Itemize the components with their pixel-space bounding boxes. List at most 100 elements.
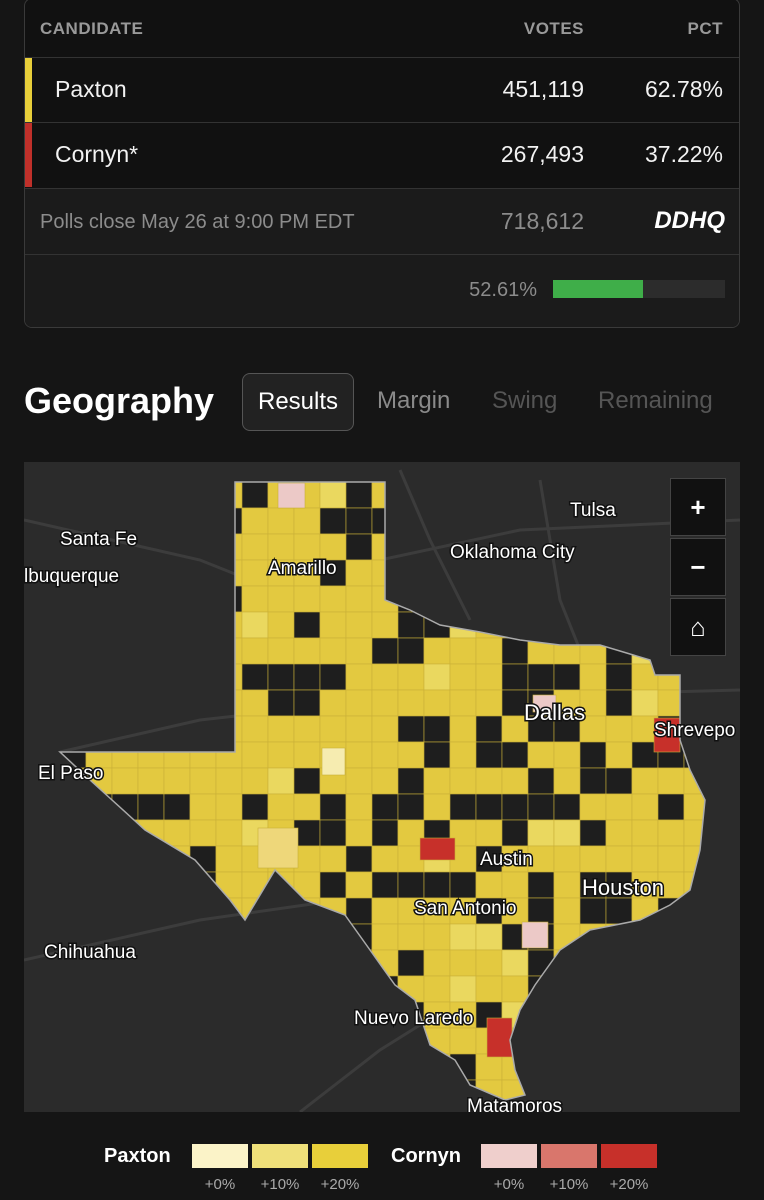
county <box>605 845 633 873</box>
county <box>241 689 269 717</box>
county <box>423 871 451 899</box>
county <box>137 559 165 587</box>
county <box>241 793 269 821</box>
county <box>579 897 607 925</box>
county <box>215 975 243 1003</box>
county <box>631 741 659 769</box>
county <box>553 793 581 821</box>
tab[interactable]: Margin <box>377 387 451 414</box>
county <box>486 1017 513 1058</box>
county <box>449 689 477 717</box>
county <box>267 507 295 535</box>
county <box>710 1002 736 1028</box>
county <box>85 585 113 613</box>
county <box>371 975 399 1003</box>
county <box>579 663 607 691</box>
county <box>397 1053 425 1081</box>
county <box>657 1001 685 1029</box>
county <box>683 1027 705 1055</box>
county <box>371 689 399 717</box>
county <box>475 715 503 743</box>
map-label: lbuquerque <box>24 566 119 587</box>
county <box>605 741 633 769</box>
county <box>579 793 607 821</box>
county <box>137 1053 165 1081</box>
county <box>501 793 529 821</box>
road <box>379 518 740 562</box>
county <box>60 845 87 873</box>
county <box>85 1053 113 1081</box>
county <box>501 482 529 509</box>
ddhq-logo[interactable]: DDHQ <box>654 207 725 234</box>
county <box>631 637 659 665</box>
map[interactable]: Tulsa Santa Fe Oklahoma City lbuquerque Amar… <box>24 462 740 1112</box>
county <box>475 663 503 691</box>
county <box>397 793 425 821</box>
county <box>163 1001 191 1029</box>
map-canvas: Tulsa Santa Fe Oklahoma City lbuquerque Amar… <box>24 469 740 1112</box>
county <box>371 819 399 847</box>
county <box>189 949 217 977</box>
county <box>527 1027 555 1055</box>
county <box>580 1106 606 1112</box>
county <box>449 949 477 977</box>
county <box>319 507 347 535</box>
county <box>579 637 607 665</box>
county <box>527 897 555 925</box>
county <box>241 923 269 951</box>
county <box>527 871 555 899</box>
candidate-pct: 37.22% <box>644 141 723 167</box>
county <box>657 767 685 795</box>
county <box>579 741 607 769</box>
tab[interactable]: Swing <box>492 387 558 414</box>
county <box>277 482 306 509</box>
county <box>215 715 243 743</box>
county <box>527 793 555 821</box>
county <box>423 482 451 509</box>
county <box>345 559 373 587</box>
map-label: Santa Fe <box>60 529 137 550</box>
county <box>293 1027 321 1055</box>
results-card: CANDIDATE VOTES PCT Paxton 451,119 62.78… <box>24 0 740 328</box>
candidate-row[interactable]: Paxton 451,119 62.78% <box>25 57 739 122</box>
county <box>267 637 295 665</box>
map-control[interactable]: − <box>670 538 726 596</box>
county <box>345 845 373 873</box>
county <box>423 585 451 613</box>
county <box>111 793 139 821</box>
county <box>710 820 736 846</box>
county <box>267 923 295 951</box>
map-label: Dallas <box>524 700 585 725</box>
county <box>85 715 113 743</box>
map-control[interactable]: + <box>670 478 726 536</box>
road <box>24 898 341 962</box>
county <box>553 1053 581 1081</box>
candidate-row[interactable]: Cornyn* 267,493 37.22% <box>25 122 739 187</box>
county <box>319 793 347 821</box>
legend-step: +10% <box>260 1176 300 1193</box>
county <box>657 975 685 1003</box>
legend-swatch <box>252 1144 308 1168</box>
county <box>710 976 736 1002</box>
county <box>267 1027 295 1055</box>
county <box>605 1001 633 1029</box>
map-control[interactable]: ⌂ <box>670 598 726 656</box>
legend-swatch <box>601 1144 657 1168</box>
tab[interactable]: Results <box>242 373 355 431</box>
tab[interactable]: Remaining <box>598 387 713 414</box>
county <box>605 767 633 795</box>
county <box>241 975 269 1003</box>
county <box>319 533 347 561</box>
county <box>319 482 347 509</box>
county <box>137 897 165 925</box>
county <box>85 845 113 873</box>
county <box>215 663 243 691</box>
county <box>267 689 295 717</box>
county <box>345 793 373 821</box>
county <box>605 1053 633 1081</box>
county <box>449 741 477 769</box>
county <box>657 949 685 977</box>
county <box>267 975 295 1003</box>
legend-swatch <box>192 1144 248 1168</box>
county <box>553 767 581 795</box>
